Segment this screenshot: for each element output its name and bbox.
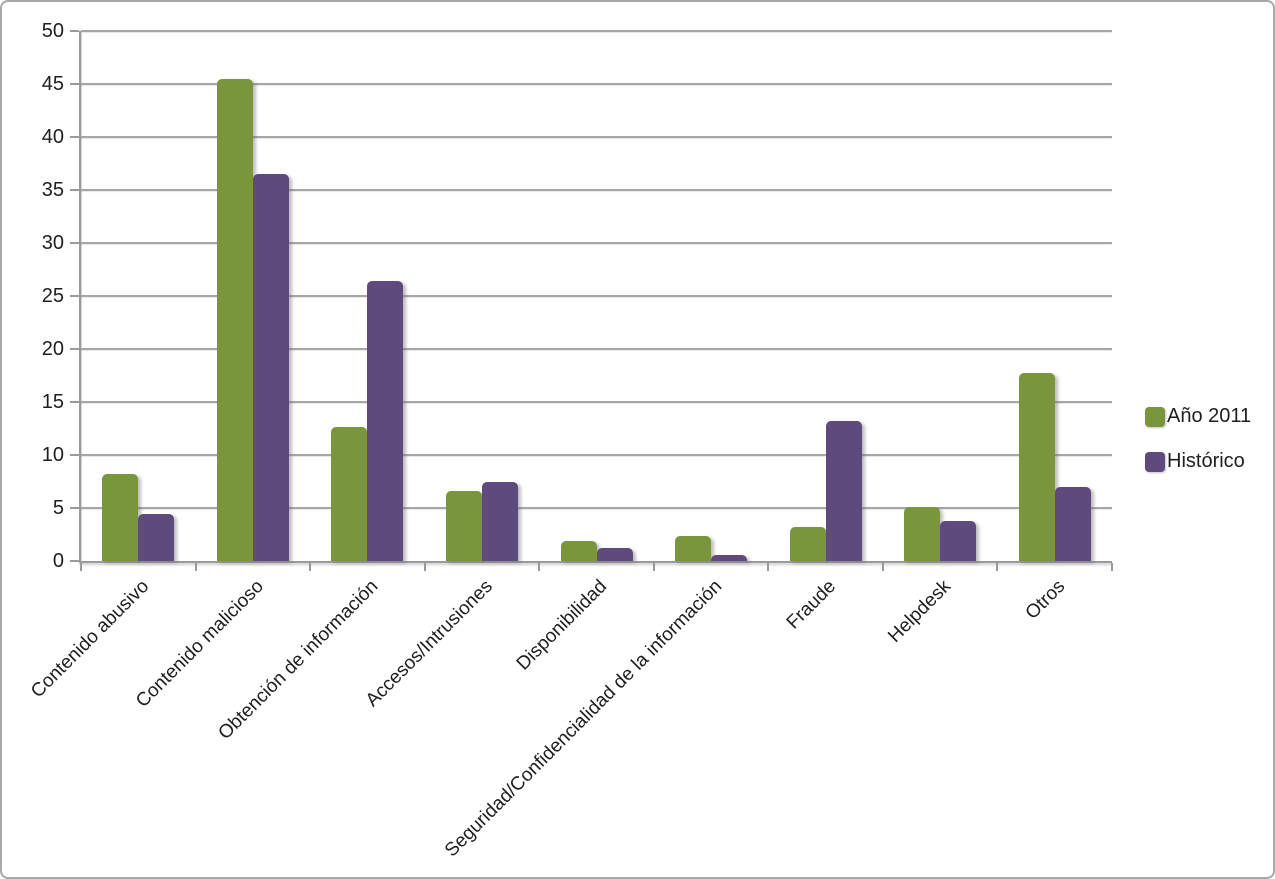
x-tick-mark-3 [423, 563, 426, 571]
bar-ano2011-1 [102, 474, 138, 561]
y-tick-label-0: 0 [52, 550, 64, 572]
x-category-label-8: Helpdesk [884, 576, 956, 647]
x-tick-mark-2 [309, 563, 312, 571]
bar-historico-7 [826, 421, 862, 561]
y-tick-mark-10 [70, 454, 79, 456]
y-tick-label-40: 40 [41, 126, 64, 148]
gridline-30 [81, 242, 1112, 244]
x-tick-mark-0 [80, 563, 82, 571]
gridline-10 [81, 454, 1112, 456]
x-tick-mark-6 [767, 563, 770, 571]
y-tick-mark-15 [70, 401, 79, 403]
gridline-20 [81, 348, 1112, 350]
x-tick-mark-7 [881, 563, 884, 571]
y-tick-mark-40 [70, 136, 79, 138]
bar-ano2011-9 [1019, 373, 1055, 561]
y-tick-mark-35 [70, 189, 79, 191]
gridline-45 [81, 83, 1112, 85]
gridline-35 [81, 189, 1112, 191]
x-category-label-2: Contenido malicioso [131, 576, 268, 712]
y-tick-mark-30 [70, 242, 79, 244]
y-tick-label-20: 20 [41, 338, 64, 360]
x-tick-mark-9 [1111, 563, 1113, 571]
y-axis-line [79, 31, 81, 563]
x-category-label-9: Otros [1021, 576, 1070, 624]
x-tick-mark-5 [652, 563, 655, 571]
y-tick-label-35: 35 [41, 179, 64, 201]
gridline-5 [81, 507, 1112, 509]
x-category-label-1: Contenido abusivo [26, 576, 154, 703]
y-tick-mark-0 [70, 560, 79, 562]
x-tick-mark-4 [538, 563, 541, 571]
legend-swatch-icon [1145, 451, 1165, 472]
y-tick-mark-20 [70, 348, 79, 350]
y-tick-label-30: 30 [41, 232, 64, 254]
x-tick-mark-1 [194, 563, 197, 571]
y-tick-label-45: 45 [41, 73, 64, 95]
gridline-25 [81, 295, 1112, 297]
bar-historico-9 [1055, 486, 1091, 561]
x-category-label-4: Accesos/Intrusiones [361, 576, 497, 712]
bar-ano2011-7 [790, 527, 826, 561]
x-tick-mark-8 [996, 563, 999, 571]
y-tick-label-15: 15 [41, 391, 64, 413]
legend-item-ano2011: Año 2011 [1145, 405, 1252, 427]
bar-historico-2 [253, 174, 289, 561]
y-tick-label-50: 50 [41, 20, 64, 42]
y-tick-mark-45 [70, 83, 79, 85]
gridline-50 [81, 30, 1112, 32]
gridline-15 [81, 401, 1112, 403]
gridline-40 [81, 136, 1112, 138]
legend-label: Año 2011 [1167, 405, 1252, 427]
legend-swatch-icon [1145, 406, 1165, 427]
bar-historico-5 [597, 548, 633, 561]
x-axis-line [79, 561, 1112, 563]
bar-historico-3 [367, 281, 403, 561]
bar-historico-4 [482, 481, 518, 561]
x-category-label-5: Disponibilidad [512, 576, 612, 675]
y-tick-mark-5 [70, 507, 79, 509]
y-tick-mark-50 [70, 30, 79, 32]
bar-ano2011-8 [904, 506, 940, 561]
legend-label: Histórico [1167, 450, 1245, 472]
y-tick-label-10: 10 [41, 444, 64, 466]
bar-ano2011-5 [561, 540, 597, 561]
bar-ano2011-2 [217, 78, 253, 561]
plot-area [70, 30, 1113, 571]
bar-ano2011-6 [675, 535, 711, 561]
bar-historico-1 [138, 514, 174, 561]
legend-item-historico: Histórico [1145, 450, 1251, 472]
y-tick-label-5: 5 [52, 497, 64, 519]
x-category-label-7: Fraude [783, 576, 841, 634]
bar-ano2011-4 [446, 491, 482, 561]
y-tick-mark-25 [70, 295, 79, 297]
legend: Año 2011 Histórico [1145, 405, 1252, 472]
bar-historico-6 [711, 554, 747, 561]
bar-ano2011-3 [331, 427, 367, 561]
bar-historico-8 [940, 520, 976, 561]
y-tick-label-25: 25 [41, 285, 64, 307]
